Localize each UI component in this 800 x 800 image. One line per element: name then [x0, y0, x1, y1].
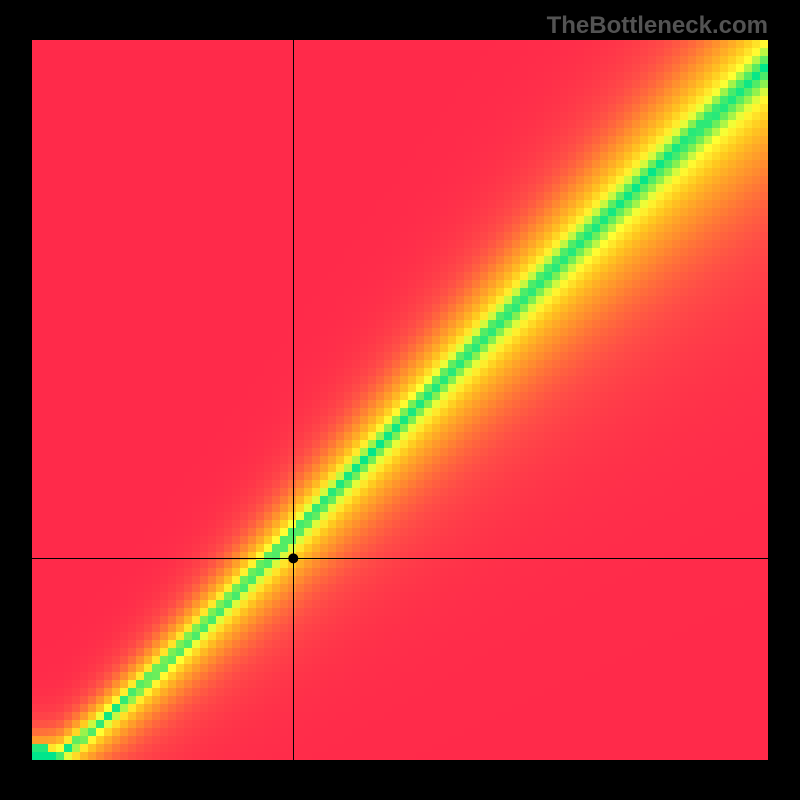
chart-container: TheBottleneck.com	[0, 0, 800, 800]
bottleneck-heatmap	[32, 40, 768, 760]
watermark-text: TheBottleneck.com	[547, 12, 768, 40]
